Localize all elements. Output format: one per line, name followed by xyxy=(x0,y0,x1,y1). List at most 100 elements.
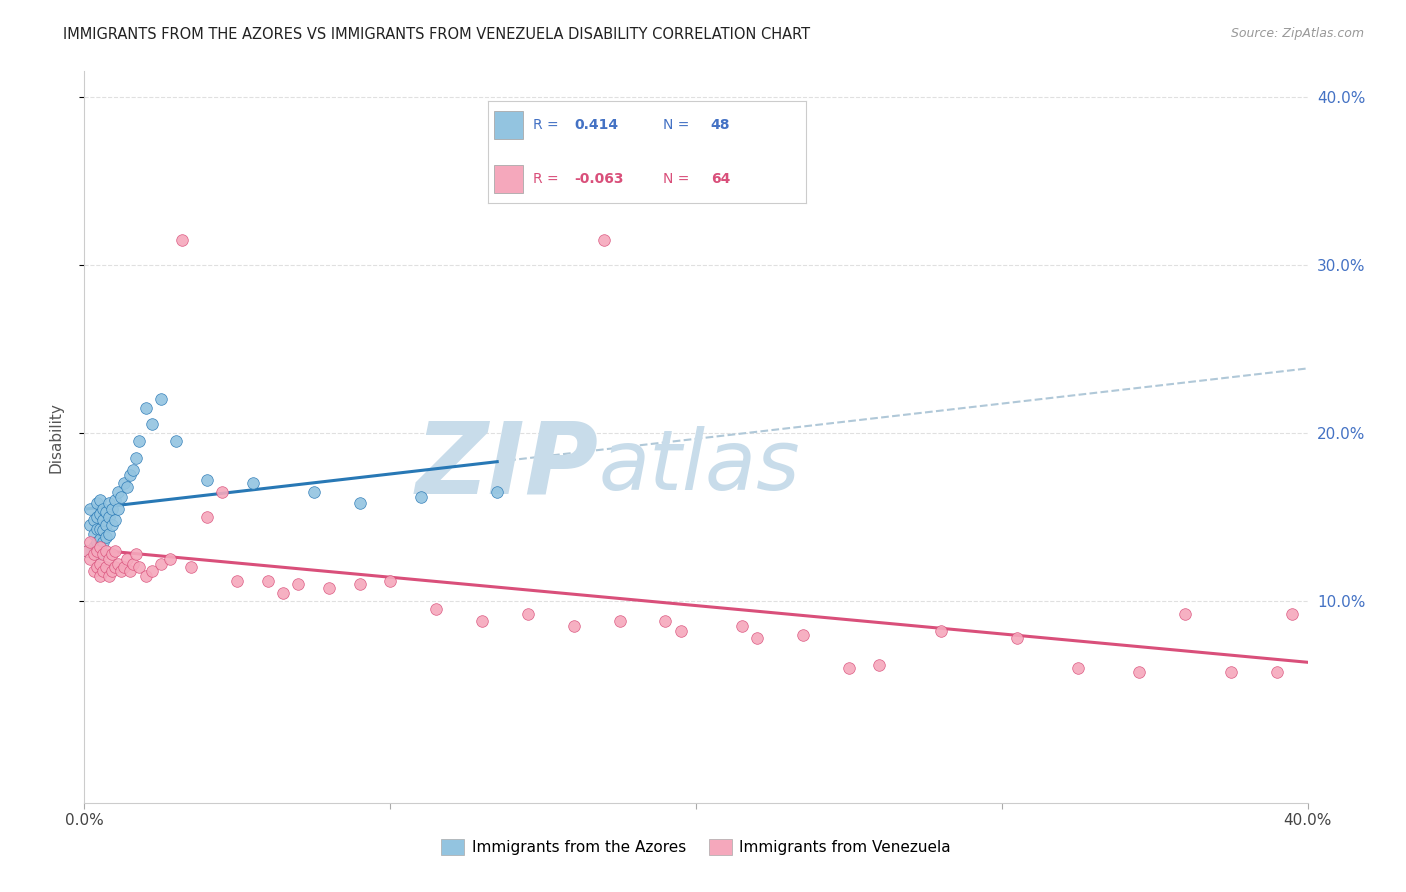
Point xyxy=(271,585,294,599)
Point xyxy=(94,518,117,533)
Point xyxy=(104,560,127,574)
Point xyxy=(1128,665,1150,679)
Point xyxy=(1174,607,1197,622)
Point xyxy=(609,614,631,628)
Y-axis label: Disability: Disability xyxy=(49,401,63,473)
Text: atlas: atlas xyxy=(598,425,800,507)
Point xyxy=(110,490,132,504)
Point xyxy=(195,510,218,524)
Point xyxy=(128,434,150,449)
Point xyxy=(122,557,145,571)
Point xyxy=(83,547,105,561)
Point xyxy=(83,513,105,527)
Point xyxy=(792,627,814,641)
Point xyxy=(380,574,402,588)
Point xyxy=(107,557,129,571)
Point xyxy=(91,524,114,538)
Point xyxy=(226,574,249,588)
Point xyxy=(76,543,98,558)
Point xyxy=(135,401,157,415)
Point xyxy=(149,557,172,571)
Point xyxy=(89,540,111,554)
Point xyxy=(91,535,114,549)
Point xyxy=(471,614,494,628)
Point xyxy=(86,496,108,510)
Point xyxy=(79,501,101,516)
Point xyxy=(104,513,127,527)
Point xyxy=(86,535,108,549)
Point xyxy=(91,513,114,527)
Point xyxy=(211,484,233,499)
Point xyxy=(107,501,129,516)
Point xyxy=(242,476,264,491)
Text: Source: ZipAtlas.com: Source: ZipAtlas.com xyxy=(1230,27,1364,40)
Point xyxy=(91,564,114,578)
Point xyxy=(97,510,120,524)
Point xyxy=(86,522,108,536)
Point xyxy=(83,564,105,578)
Point xyxy=(101,501,124,516)
Point xyxy=(349,577,371,591)
Point xyxy=(101,547,124,561)
Point xyxy=(89,547,111,561)
Point xyxy=(125,547,148,561)
Text: ZIP: ZIP xyxy=(415,417,598,515)
Legend: Immigrants from the Azores, Immigrants from Venezuela: Immigrants from the Azores, Immigrants f… xyxy=(434,833,957,861)
Point xyxy=(125,451,148,466)
Text: IMMIGRANTS FROM THE AZORES VS IMMIGRANTS FROM VENEZUELA DISABILITY CORRELATION C: IMMIGRANTS FROM THE AZORES VS IMMIGRANTS… xyxy=(63,27,810,42)
Point xyxy=(409,490,432,504)
Point xyxy=(97,496,120,510)
Point xyxy=(112,560,135,574)
Point xyxy=(120,467,142,482)
Point xyxy=(159,552,181,566)
Point xyxy=(97,569,120,583)
Point xyxy=(180,560,202,574)
Point xyxy=(654,614,676,628)
Point xyxy=(89,557,111,571)
Point xyxy=(128,560,150,574)
Point xyxy=(1067,661,1090,675)
Point xyxy=(593,233,616,247)
Point xyxy=(79,552,101,566)
Point xyxy=(104,543,127,558)
Point xyxy=(257,574,280,588)
Point xyxy=(141,417,163,432)
Point xyxy=(86,560,108,574)
Point xyxy=(112,476,135,491)
Point xyxy=(318,581,340,595)
Point xyxy=(79,518,101,533)
Point xyxy=(120,564,142,578)
Point xyxy=(94,543,117,558)
Point xyxy=(97,552,120,566)
Point xyxy=(1220,665,1243,679)
Point xyxy=(101,564,124,578)
Point xyxy=(89,532,111,546)
Point xyxy=(562,619,585,633)
Point xyxy=(94,560,117,574)
Point xyxy=(91,501,114,516)
Point xyxy=(149,392,172,407)
Point xyxy=(107,484,129,499)
Point xyxy=(89,569,111,583)
Point xyxy=(79,535,101,549)
Point xyxy=(195,473,218,487)
Point xyxy=(287,577,309,591)
Point xyxy=(94,505,117,519)
Point xyxy=(172,233,194,247)
Point xyxy=(929,624,952,639)
Point xyxy=(83,526,105,541)
Point xyxy=(1005,631,1028,645)
Point xyxy=(141,564,163,578)
Point xyxy=(165,434,187,449)
Point xyxy=(1265,665,1288,679)
Point xyxy=(115,480,138,494)
Point xyxy=(302,484,325,499)
Point xyxy=(110,564,132,578)
Point xyxy=(89,522,111,536)
Point xyxy=(94,530,117,544)
Point xyxy=(747,631,769,645)
Point xyxy=(97,526,120,541)
Point xyxy=(349,496,371,510)
Point xyxy=(89,507,111,521)
Point xyxy=(869,657,891,672)
